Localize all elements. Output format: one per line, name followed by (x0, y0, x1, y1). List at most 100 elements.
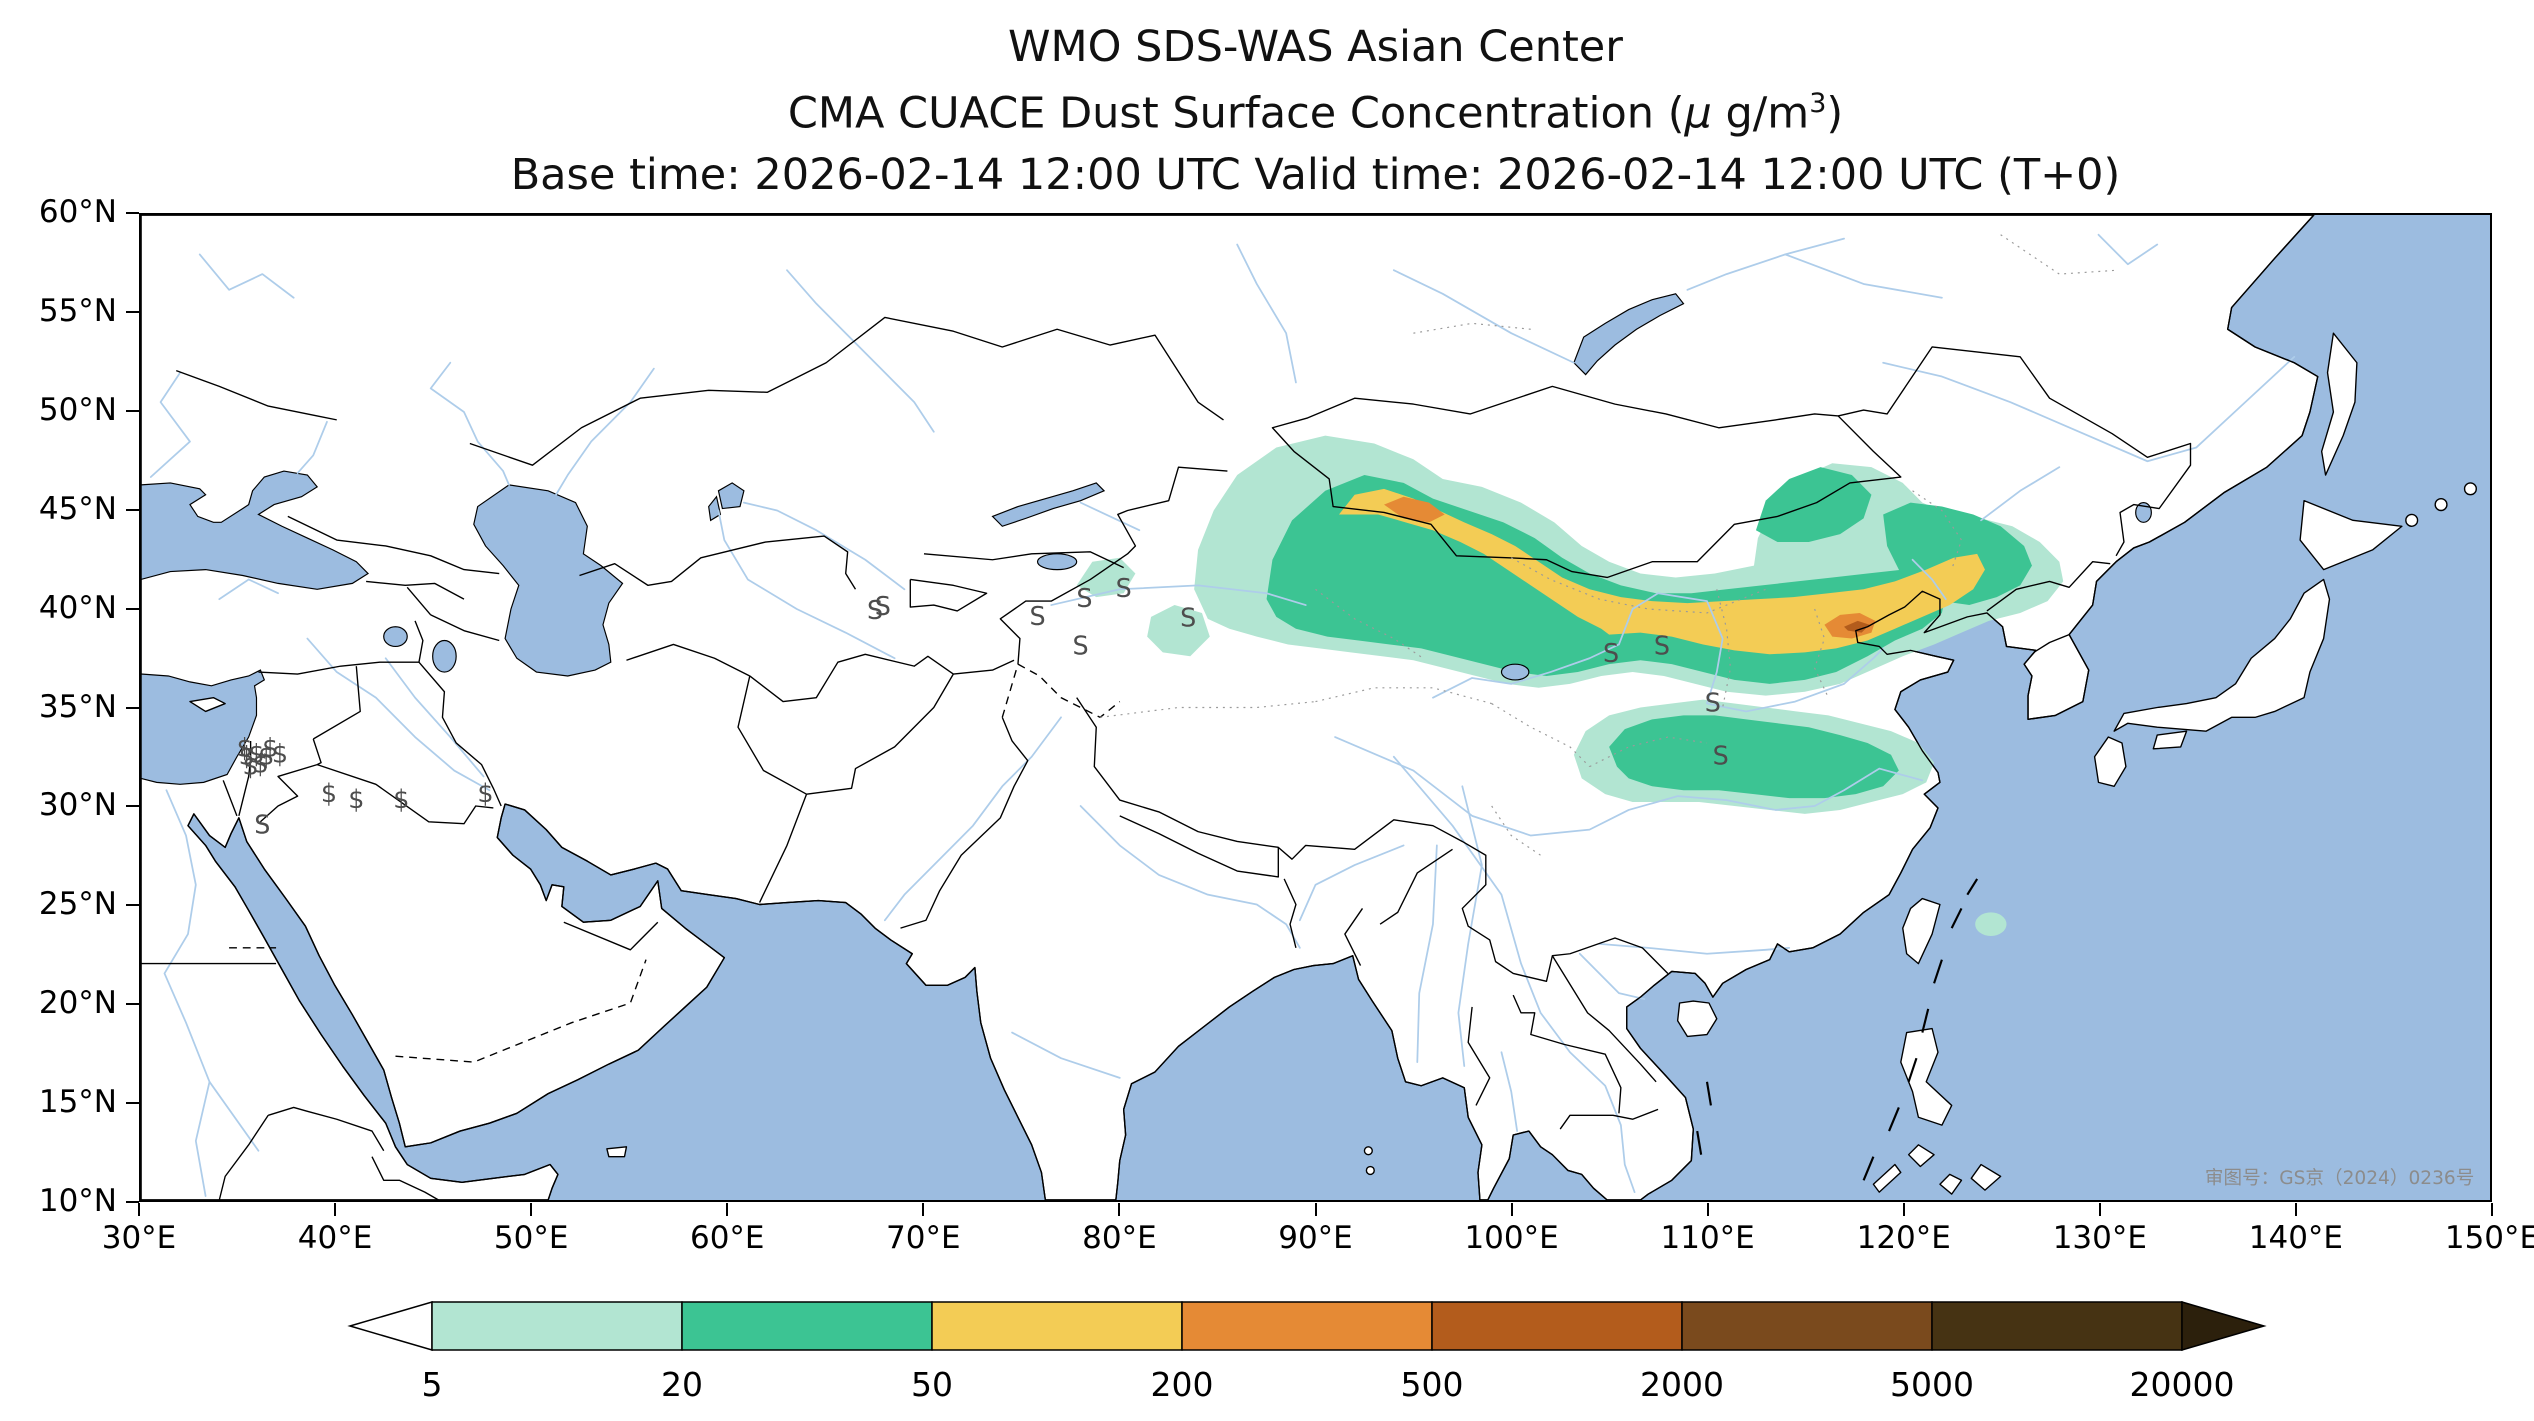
border-israel-jordan (238, 740, 252, 817)
border-cambodia (1559, 1108, 1659, 1130)
border-caucasus-south (366, 580, 465, 600)
dust-symbol: $ (252, 749, 268, 779)
lon-tick-label: 80°E (1082, 1220, 1157, 1256)
river-ural (555, 367, 655, 496)
border-saudi-yemen-oman-dashed (395, 959, 647, 1063)
dust-region-50-band (1338, 488, 1985, 655)
colorbar-label-20: 20 (661, 1365, 703, 1404)
border-thai-myanmar (1467, 1006, 1491, 1106)
river-angara (1392, 269, 1575, 364)
province-line-1 (1315, 588, 1424, 659)
river-don (296, 420, 328, 474)
province-line-7 (1814, 608, 1829, 698)
river-nile (163, 789, 211, 1197)
river-blue-nile (208, 1080, 260, 1152)
lat-tick-mark (126, 1201, 139, 1203)
colorbar-seg-2000-5000 (1681, 1301, 1933, 1351)
colorbar-seg-5000-20000 (1931, 1301, 2183, 1351)
dust-region-5-west-a (1076, 557, 1136, 598)
colorbar-underflow-arrow (347, 1300, 433, 1352)
dust-symbol: S (867, 596, 883, 626)
colorbar-seg-500-2000 (1431, 1301, 1683, 1351)
colorbar-label-5: 5 (422, 1365, 443, 1404)
river-syr-darya (743, 501, 906, 591)
dust-weather-symbols: $$$$$$$$$ $ $S$SS SS SSS S SSS (237, 574, 1729, 840)
dust-region-5-sea-spot (1975, 912, 2007, 937)
dust-symbol: $ (477, 779, 493, 809)
sakhalin (2320, 332, 2358, 476)
colorbar-label-2000: 2000 (1640, 1365, 1724, 1404)
dust-symbol: S (1603, 639, 1619, 669)
river-ob-irtysh (786, 269, 935, 433)
lon-tick-mark (1902, 1203, 1905, 1216)
lat-tick-mark (126, 904, 139, 907)
border-russia-china-ne (1837, 346, 2192, 557)
dust-symbol: S (1654, 631, 1670, 661)
province-line-12 (2000, 234, 2119, 275)
rivers (149, 233, 2296, 1197)
hokkaido (2299, 499, 2403, 571)
unit-text: g/m (1711, 88, 1810, 139)
border-jordan-saudi (259, 738, 322, 823)
dash-5 (1933, 959, 1943, 984)
cyprus (189, 696, 226, 713)
seas-and-lakes (141, 293, 2152, 785)
lon-tick-mark (530, 1203, 533, 1216)
dash-8 (1705, 1081, 1712, 1106)
border-caucasus-north (287, 515, 500, 575)
kuril-island-1 (2405, 513, 2419, 527)
lon-tick-mark (2491, 1203, 2493, 1216)
kuril-island-3 (2463, 482, 2477, 496)
river-kizilirmak (218, 578, 279, 601)
palawan (1872, 1163, 1902, 1193)
lat-tick-mark (126, 706, 139, 709)
river-ganges (1079, 805, 1301, 949)
taiwan (1902, 897, 1941, 965)
dust-symbol: $ (258, 742, 274, 772)
border-nepal-india (1119, 815, 1279, 878)
lat-tick-label: 50°N (38, 391, 117, 428)
andaman-2 (1365, 1165, 1375, 1176)
lon-tick-label: 100°E (1464, 1220, 1559, 1256)
colorbar-label-5000: 5000 (1890, 1365, 1974, 1404)
dust-region-500-core (1844, 620, 1870, 633)
lon-tick-label: 90°E (1278, 1220, 1353, 1256)
river-euphrates (306, 637, 491, 792)
lat-tick-label: 45°N (38, 490, 117, 527)
border-iran-iraq (418, 661, 502, 807)
lat-tick-mark (126, 805, 139, 808)
page-title: WMO SDS-WAS Asian Center (1008, 22, 1623, 72)
border-china-north-korea (1986, 561, 2111, 612)
border-east-europe (176, 369, 337, 421)
kyushu (2093, 736, 2127, 787)
hainan (1676, 1000, 1718, 1038)
lon-tick-label: 70°E (886, 1220, 961, 1256)
river-godavari (1011, 1031, 1121, 1079)
lon-tick-mark (334, 1203, 337, 1216)
islands (189, 332, 2477, 1195)
border-oman-uae (563, 921, 659, 951)
mindoro (1907, 1144, 1935, 1168)
lon-tick-mark (2098, 1203, 2101, 1216)
border-turkmen-iran (626, 643, 751, 677)
dust-symbol: S (1073, 631, 1089, 661)
lon-tick-label: 40°E (297, 1220, 373, 1256)
river-tarim (1050, 584, 1307, 606)
province-line-4 (1491, 703, 1590, 768)
lon-tick-label: 140°E (2248, 1220, 2344, 1256)
dust-symbol: S (1076, 584, 1092, 614)
dust-symbol: S (1705, 688, 1721, 718)
river-tigris (384, 657, 485, 778)
lon-tick-label: 50°E (493, 1220, 569, 1256)
panay (1939, 1173, 1963, 1195)
river-songhua (1980, 466, 2061, 522)
border-turkey-syria-iraq (258, 661, 419, 675)
lat-tick-label: 30°N (38, 787, 117, 824)
river-xi (1598, 943, 1791, 955)
border-iran-azerbaijan (430, 614, 500, 642)
river-yangtze (1334, 736, 1924, 837)
nine-dash-line (1696, 878, 1979, 1181)
dash-1 (1862, 1156, 1875, 1181)
colorbar-label-20000: 20000 (2130, 1365, 2235, 1404)
lon-tick-mark (1314, 1203, 1317, 1216)
